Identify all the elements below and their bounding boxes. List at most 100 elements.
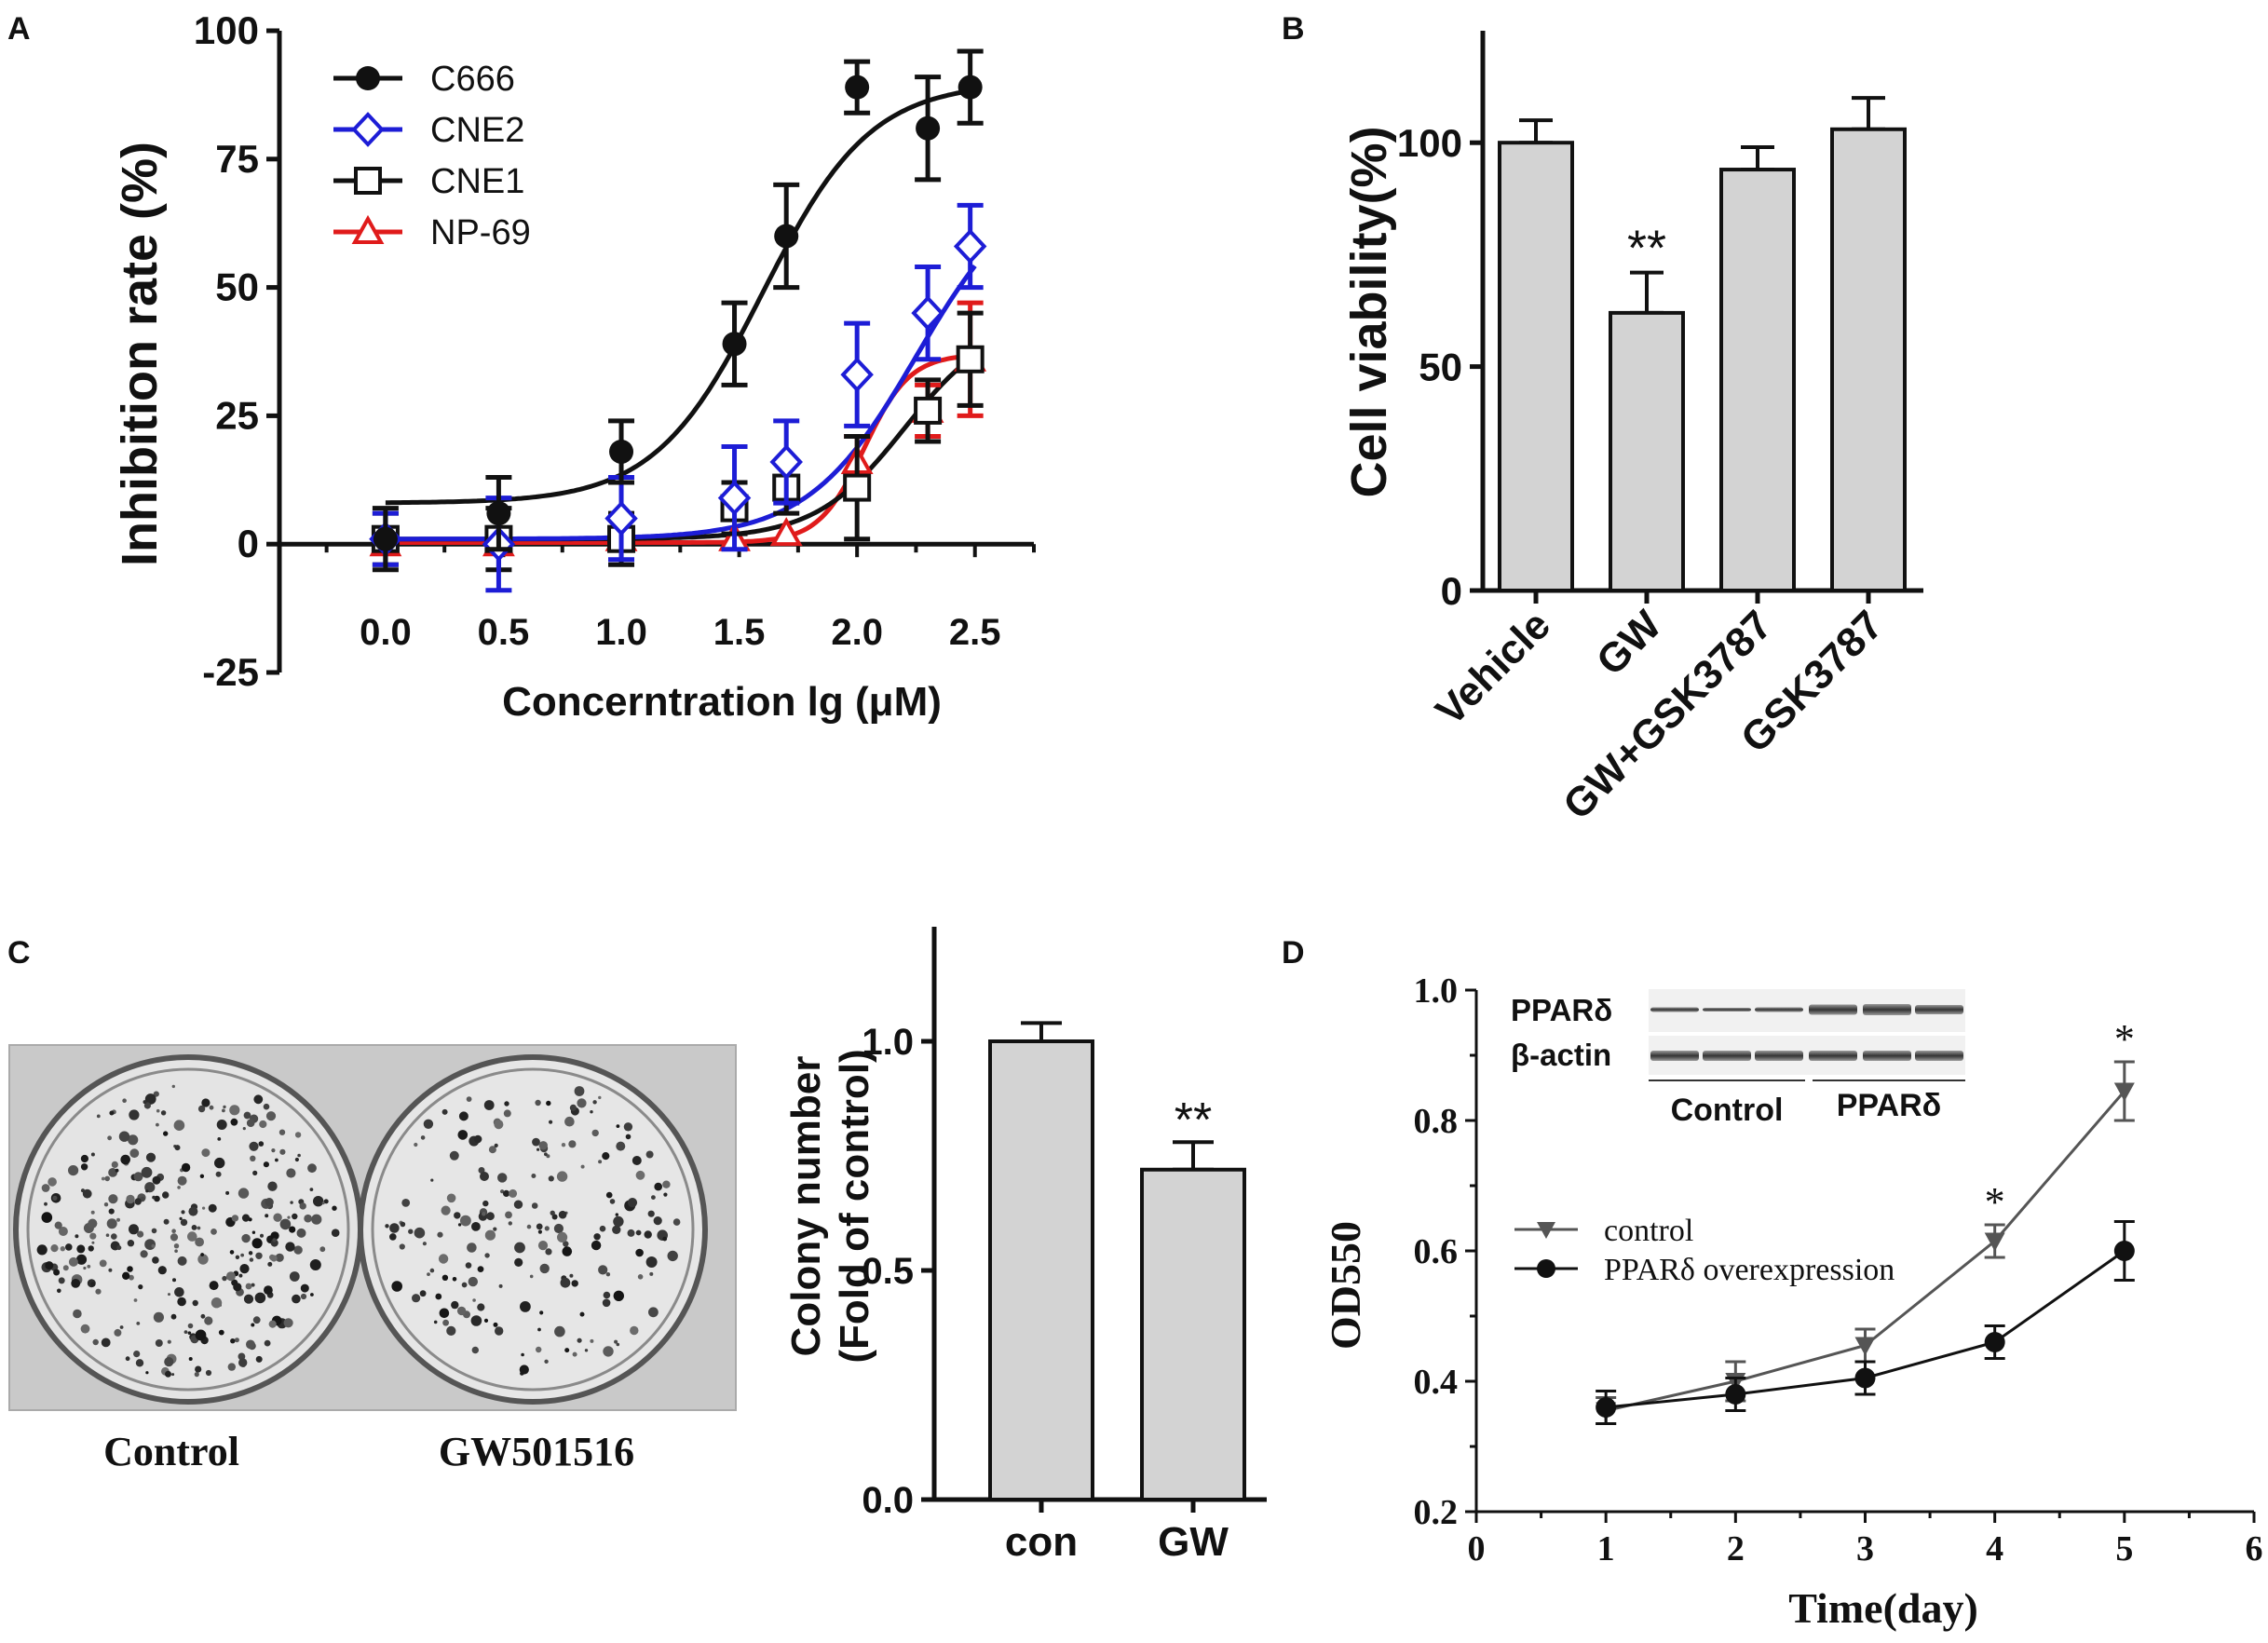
colony-dot	[529, 1274, 534, 1279]
colony-dot	[414, 1227, 426, 1239]
colony-dot	[433, 1320, 438, 1324]
western-blot-inset: PPARδ β-actin Control PPARδ	[1511, 989, 1965, 1128]
b-category-label: GW	[1588, 602, 1671, 685]
b-bar	[1830, 127, 1907, 592]
colony-dot	[467, 1242, 477, 1253]
colony-dot	[229, 1105, 240, 1116]
a-y-tick-label: 50	[215, 265, 259, 309]
colony-dot	[579, 1311, 585, 1317]
colony-dot	[68, 1165, 79, 1176]
colony-dot	[420, 1135, 426, 1140]
colony-dot	[536, 1147, 540, 1151]
colony-dot	[468, 1276, 478, 1287]
colony-dot	[164, 1357, 174, 1367]
colony-dot	[108, 1194, 118, 1204]
colony-dot	[108, 1268, 113, 1272]
d-legend-label: control	[1604, 1214, 1693, 1248]
colony-dot	[632, 1156, 642, 1165]
colony-dot	[215, 1171, 222, 1177]
colony-dot	[562, 1246, 573, 1256]
colony-dot	[307, 1163, 317, 1174]
colony-dot	[181, 1162, 191, 1173]
colony-dot	[299, 1202, 306, 1210]
colony-dot	[514, 1257, 523, 1267]
colony-dot	[53, 1269, 61, 1276]
colony-dot	[590, 1110, 593, 1114]
colony-dot	[549, 1120, 553, 1124]
colony-dot	[477, 1303, 485, 1311]
colony-dot	[580, 1164, 585, 1169]
colony-dot	[408, 1229, 414, 1234]
colony-dot	[195, 1329, 207, 1341]
colony-dot	[252, 1170, 258, 1175]
colony-dot	[201, 1098, 211, 1107]
c-significance-mark: **	[1175, 1093, 1212, 1147]
colony-dot	[163, 1218, 170, 1225]
colony-dot	[466, 1096, 472, 1102]
colony-dot	[73, 1309, 82, 1319]
colony-dot	[234, 1337, 239, 1343]
colony-dot	[187, 1231, 197, 1242]
colony-dot	[442, 1319, 449, 1326]
colony-dot	[296, 1228, 306, 1238]
colony-dot	[592, 1100, 597, 1105]
colony-dot	[572, 1351, 577, 1357]
colony-dot	[389, 1223, 400, 1233]
colony-dot	[590, 1338, 594, 1343]
colony-dot	[152, 1175, 161, 1185]
colony-dot	[170, 1233, 179, 1242]
colony-dot	[153, 1091, 159, 1097]
colony-dot	[180, 1218, 188, 1227]
colony-dot	[558, 1210, 567, 1219]
colony-dot	[616, 1124, 620, 1128]
colony-dot	[211, 1229, 217, 1235]
colony-dot	[627, 1229, 635, 1237]
d-legend-marker	[1537, 1222, 1555, 1239]
colony-dot	[111, 1233, 117, 1240]
a-x-tick-label: 1.5	[713, 612, 766, 653]
d-x-tick-label: 3	[1856, 1529, 1874, 1568]
colony-dot	[667, 1250, 678, 1262]
colony-dot	[108, 1168, 117, 1177]
b-errorbar	[1741, 145, 1774, 172]
colony-dot	[270, 1239, 278, 1247]
a-point-c666	[774, 224, 799, 249]
colony-dot	[544, 1226, 550, 1231]
colony-dot	[520, 1301, 531, 1312]
colony-dot	[211, 1297, 223, 1309]
colony-dot	[239, 1264, 250, 1274]
colony-dot	[136, 1322, 141, 1325]
colony-dot	[613, 1290, 624, 1302]
colony-dot	[90, 1152, 95, 1157]
colony-dot	[414, 1142, 418, 1147]
colony-dot	[645, 1150, 654, 1159]
colony-dot	[118, 1131, 130, 1142]
colony-dot	[460, 1215, 471, 1227]
colony-dot	[201, 1148, 211, 1158]
colony-dot	[145, 1371, 149, 1375]
colony-dot	[275, 1253, 284, 1262]
colony-dot	[584, 1349, 589, 1352]
a-legend-marker	[354, 167, 382, 195]
colony-dot	[473, 1134, 482, 1144]
c-bar	[988, 1039, 1094, 1501]
colony-dot	[255, 1355, 263, 1363]
colony-dot	[143, 1102, 151, 1109]
colony-dot	[222, 1108, 225, 1113]
colony-dot	[95, 1288, 102, 1295]
colony-dot	[243, 1111, 251, 1120]
colony-dot	[144, 1093, 156, 1105]
colony-dot	[289, 1271, 300, 1282]
colony-dot	[87, 1264, 91, 1269]
colony-dot	[177, 1175, 187, 1186]
colony-dot	[109, 1110, 115, 1116]
blot-band-actin	[1755, 1051, 1803, 1061]
colony-dot	[152, 1256, 159, 1264]
colony-dot	[103, 1202, 109, 1207]
gw-plate	[358, 1054, 708, 1405]
colony-dot	[173, 1120, 185, 1131]
a-point-c666	[845, 75, 870, 100]
blot-band-ppard	[1915, 1005, 1963, 1014]
colony-dot	[249, 1257, 254, 1262]
